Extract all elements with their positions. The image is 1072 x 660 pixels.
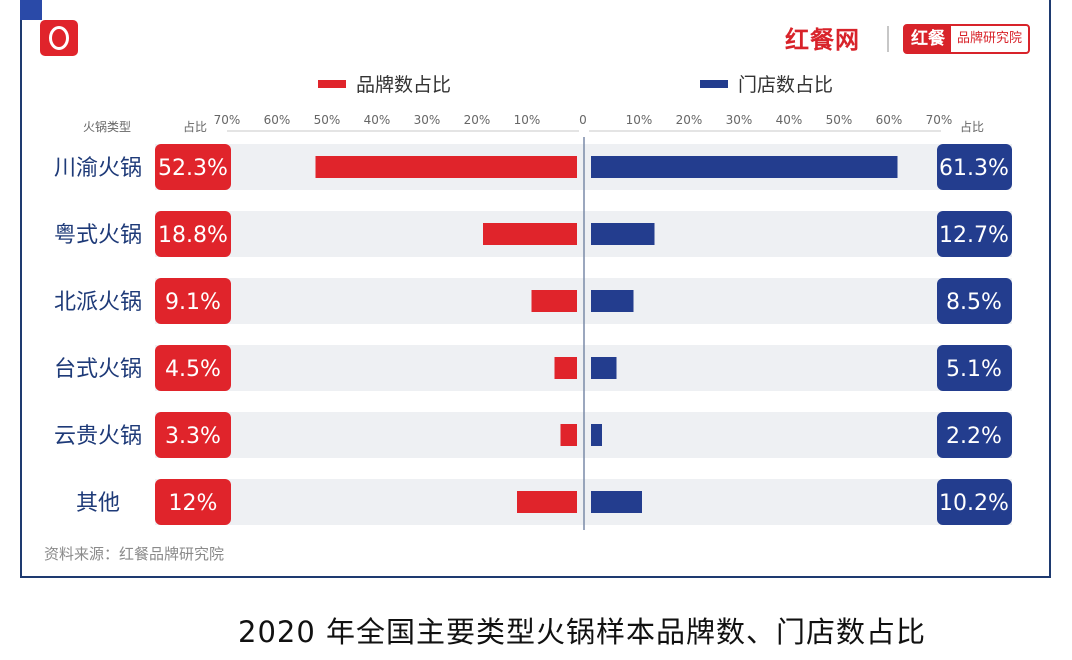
badge-sub: 品牌研究院 <box>957 31 1023 46</box>
left-tick-label: 30% <box>414 113 441 127</box>
badge-main: 红餐 <box>905 26 951 52</box>
value-header-left: 占比 <box>183 119 207 134</box>
brand-value-box <box>155 278 231 324</box>
brand-value-label: 18.8% <box>158 223 228 248</box>
store-bar <box>591 424 602 446</box>
brand-bar <box>560 424 577 446</box>
legend-label-store: 门店数占比 <box>738 74 833 96</box>
right-tick-label: 50% <box>826 113 853 127</box>
category-label: 云贵火锅 <box>54 424 142 449</box>
left-tick-label: 20% <box>464 113 491 127</box>
legend-label-brand: 品牌数占比 <box>356 74 451 96</box>
brand-bar <box>517 491 577 513</box>
brand-value-label: 4.5% <box>165 357 221 382</box>
brand-value-box <box>155 144 231 190</box>
store-value-label: 10.2% <box>939 491 1009 516</box>
right-tick-label: 70% <box>926 113 953 127</box>
brand-value-label: 9.1% <box>165 290 221 315</box>
source-note: 资料来源：红餐品牌研究院 <box>44 545 225 563</box>
store-value-box <box>937 144 1012 190</box>
left-tick-label: 0 <box>579 113 587 127</box>
category-label: 台式火锅 <box>54 357 142 382</box>
store-value-box <box>937 479 1012 525</box>
left-tick-label: 60% <box>264 113 291 127</box>
legend-swatch-brand <box>318 80 346 88</box>
brand-bar <box>554 357 577 379</box>
left-tick-label: 50% <box>314 113 341 127</box>
brand-separator <box>887 26 889 52</box>
store-bar <box>591 491 642 513</box>
store-value-box <box>937 345 1012 391</box>
brand-value-box <box>155 412 231 458</box>
figure-caption: 2020 年全国主要类型火锅样本品牌数、门店数占比 <box>238 615 927 649</box>
store-value-label: 61.3% <box>939 156 1009 181</box>
right-tick-label: 10% <box>626 113 653 127</box>
store-bar <box>591 357 617 379</box>
brand-badge: 红餐 品牌研究院 <box>903 24 1031 54</box>
left-tick-label: 10% <box>514 113 541 127</box>
store-value-box <box>937 412 1012 458</box>
value-header-right: 占比 <box>960 119 984 134</box>
store-value-box <box>937 211 1012 257</box>
store-bar <box>591 223 655 245</box>
store-value-label: 5.1% <box>946 357 1002 382</box>
right-tick-label: 60% <box>876 113 903 127</box>
store-bar <box>591 156 898 178</box>
brand-value-label: 12% <box>169 491 218 516</box>
category-label: 其他 <box>76 491 120 516</box>
store-value-label: 8.5% <box>946 290 1002 315</box>
brand-value-label: 52.3% <box>158 156 228 181</box>
brand-bar <box>531 290 577 312</box>
store-value-label: 2.2% <box>946 424 1002 449</box>
right-tick-label: 20% <box>676 113 703 127</box>
brand-bar <box>483 223 577 245</box>
row-header: 火锅类型 <box>83 119 131 134</box>
store-value-label: 12.7% <box>939 223 1009 248</box>
category-label: 北派火锅 <box>54 290 142 315</box>
brand-name: 红餐网 <box>785 26 860 54</box>
corner-accent <box>20 0 42 20</box>
left-tick-label: 40% <box>364 113 391 127</box>
right-tick-label: 40% <box>776 113 803 127</box>
brand-bar <box>315 156 577 178</box>
chart-frame <box>20 0 1051 578</box>
brand-value-box <box>155 479 231 525</box>
brand-value-box <box>155 345 231 391</box>
logo-icon <box>40 20 78 56</box>
left-tick-label: 70% <box>214 113 241 127</box>
category-label: 粤式火锅 <box>54 223 142 248</box>
category-label: 川渝火锅 <box>54 156 142 181</box>
brand-value-box <box>155 211 231 257</box>
right-tick-label: 30% <box>726 113 753 127</box>
store-value-box <box>937 278 1012 324</box>
brand-value-label: 3.3% <box>165 424 221 449</box>
legend-swatch-store <box>700 80 728 88</box>
store-bar <box>591 290 634 312</box>
